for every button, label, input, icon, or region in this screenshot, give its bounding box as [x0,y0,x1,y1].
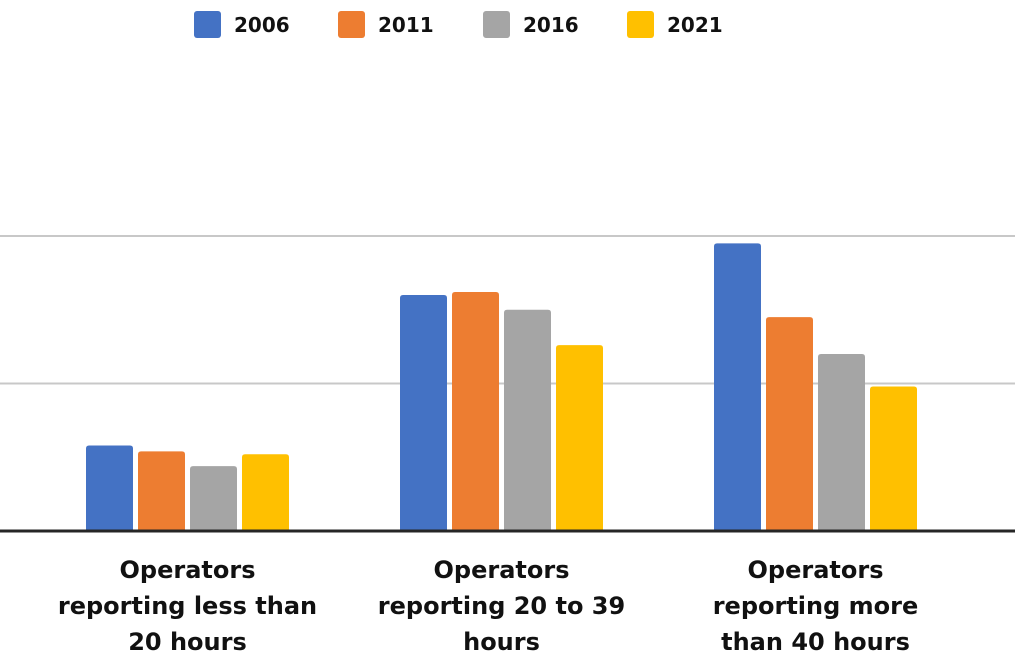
category-label-1: Operators reporting less than 20 hours [58,556,317,656]
bar-2011-category-2 [452,292,499,531]
bar-2011-category-1 [138,451,185,531]
bar-2006-category-1 [86,445,133,531]
bar-2011-category-3 [766,317,813,531]
legend-label-2016: 2016 [523,13,579,37]
category-label-2: Operators reporting 20 to 39 hours [378,556,625,656]
bar-2021-category-3 [870,386,917,531]
legend-label-2021: 2021 [667,13,723,37]
bar-2021-category-2 [556,345,603,531]
legend-swatch-2021 [627,11,654,38]
bar-2006-category-2 [400,295,447,531]
legend-swatch-2006 [194,11,221,38]
legend-swatch-2016 [483,11,510,38]
category-labels: Operators reporting less than 20 hours Oper… [58,556,918,656]
legend-label-2006: 2006 [234,13,290,37]
legend-item-2006: 2006 [194,11,290,38]
legend-item-2021: 2021 [627,11,723,38]
legend-item-2016: 2016 [483,11,579,38]
bar-2016-category-1 [190,466,237,531]
bar-2021-category-1 [242,454,289,531]
bar-2006-category-3 [714,243,761,531]
legend-swatch-2011 [338,11,365,38]
bar-2016-category-2 [504,309,551,531]
bar-2016-category-3 [818,354,865,531]
legend-item-2011: 2011 [338,11,434,38]
category-label-3: Operators reporting more than 40 hours [713,556,919,656]
chart-legend: 2006 2011 2016 2021 [194,11,723,38]
legend-label-2011: 2011 [378,13,434,37]
bars [86,243,917,531]
